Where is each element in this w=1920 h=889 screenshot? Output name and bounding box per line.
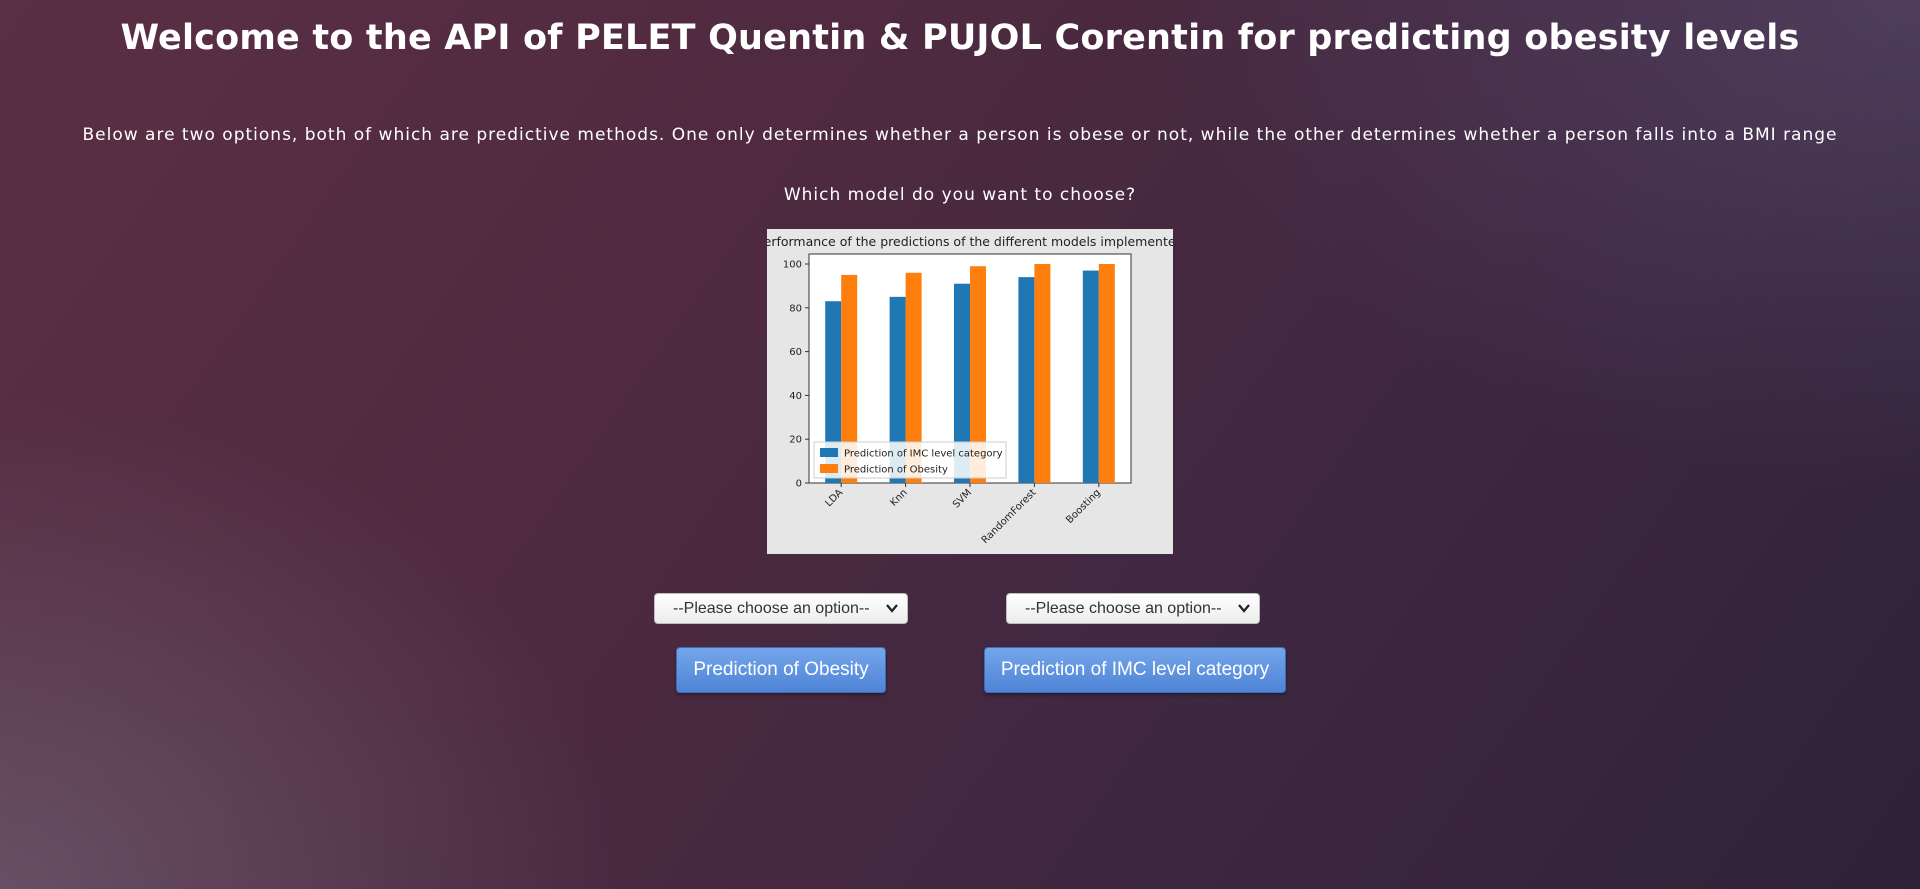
- predict-obesity-button[interactable]: Prediction of Obesity: [676, 647, 886, 693]
- x-tick-label: Knn: [888, 487, 909, 508]
- legend-swatch: [820, 448, 838, 457]
- legend-swatch: [820, 464, 838, 473]
- bar-boosting-series-1: [1082, 270, 1099, 483]
- y-tick-label: 0: [796, 479, 802, 490]
- bar-randomforest-series-1: [1018, 277, 1035, 483]
- chevron-down-icon: [885, 601, 899, 620]
- imc-select-value: --Please choose an option--: [1025, 599, 1222, 617]
- y-tick-label: 40: [789, 391, 802, 402]
- chevron-down-icon: [1237, 601, 1251, 620]
- bar-lda-series-2: [841, 274, 858, 483]
- intro-text: Below are two options, both of which are…: [82, 125, 1838, 145]
- y-tick-label: 60: [789, 347, 802, 358]
- predict-imc-button[interactable]: Prediction of IMC level category: [984, 647, 1286, 693]
- obesity-model-select[interactable]: --Please choose an option--: [654, 593, 908, 624]
- obesity-select-value: --Please choose an option--: [673, 599, 870, 617]
- legend-label: Prediction of IMC level category: [844, 449, 1003, 460]
- x-tick-label: Boosting: [1064, 487, 1103, 526]
- bar-randomforest-series-2: [1034, 264, 1051, 483]
- imc-model-select[interactable]: --Please choose an option--: [1006, 593, 1260, 624]
- x-tick-label: LDA: [823, 487, 845, 509]
- page-title: Welcome to the API of PELET Quentin & PU…: [120, 18, 1800, 58]
- performance-chart: Performance of the predictions of the di…: [767, 229, 1173, 554]
- bar-boosting-series-2: [1098, 264, 1115, 483]
- x-tick-label: SVM: [951, 487, 974, 510]
- bar-knn-series-1: [889, 296, 906, 483]
- performance-chart-svg: Performance of the predictions of the di…: [767, 234, 1173, 546]
- legend-label: Prediction of Obesity: [844, 465, 948, 476]
- x-tick-label: RandomForest: [980, 487, 1039, 546]
- chart-title: Performance of the predictions of the di…: [767, 234, 1173, 249]
- model-question: Which model do you want to choose?: [783, 185, 1137, 205]
- bar-svm-series-2: [970, 266, 986, 483]
- bar-lda-series-1: [825, 301, 842, 483]
- y-tick-label: 80: [789, 303, 802, 314]
- y-tick-label: 20: [789, 435, 802, 446]
- bar-svm-series-1: [954, 283, 970, 483]
- bar-knn-series-2: [905, 272, 922, 483]
- legend-box: [813, 441, 1007, 479]
- y-tick-label: 100: [783, 260, 802, 271]
